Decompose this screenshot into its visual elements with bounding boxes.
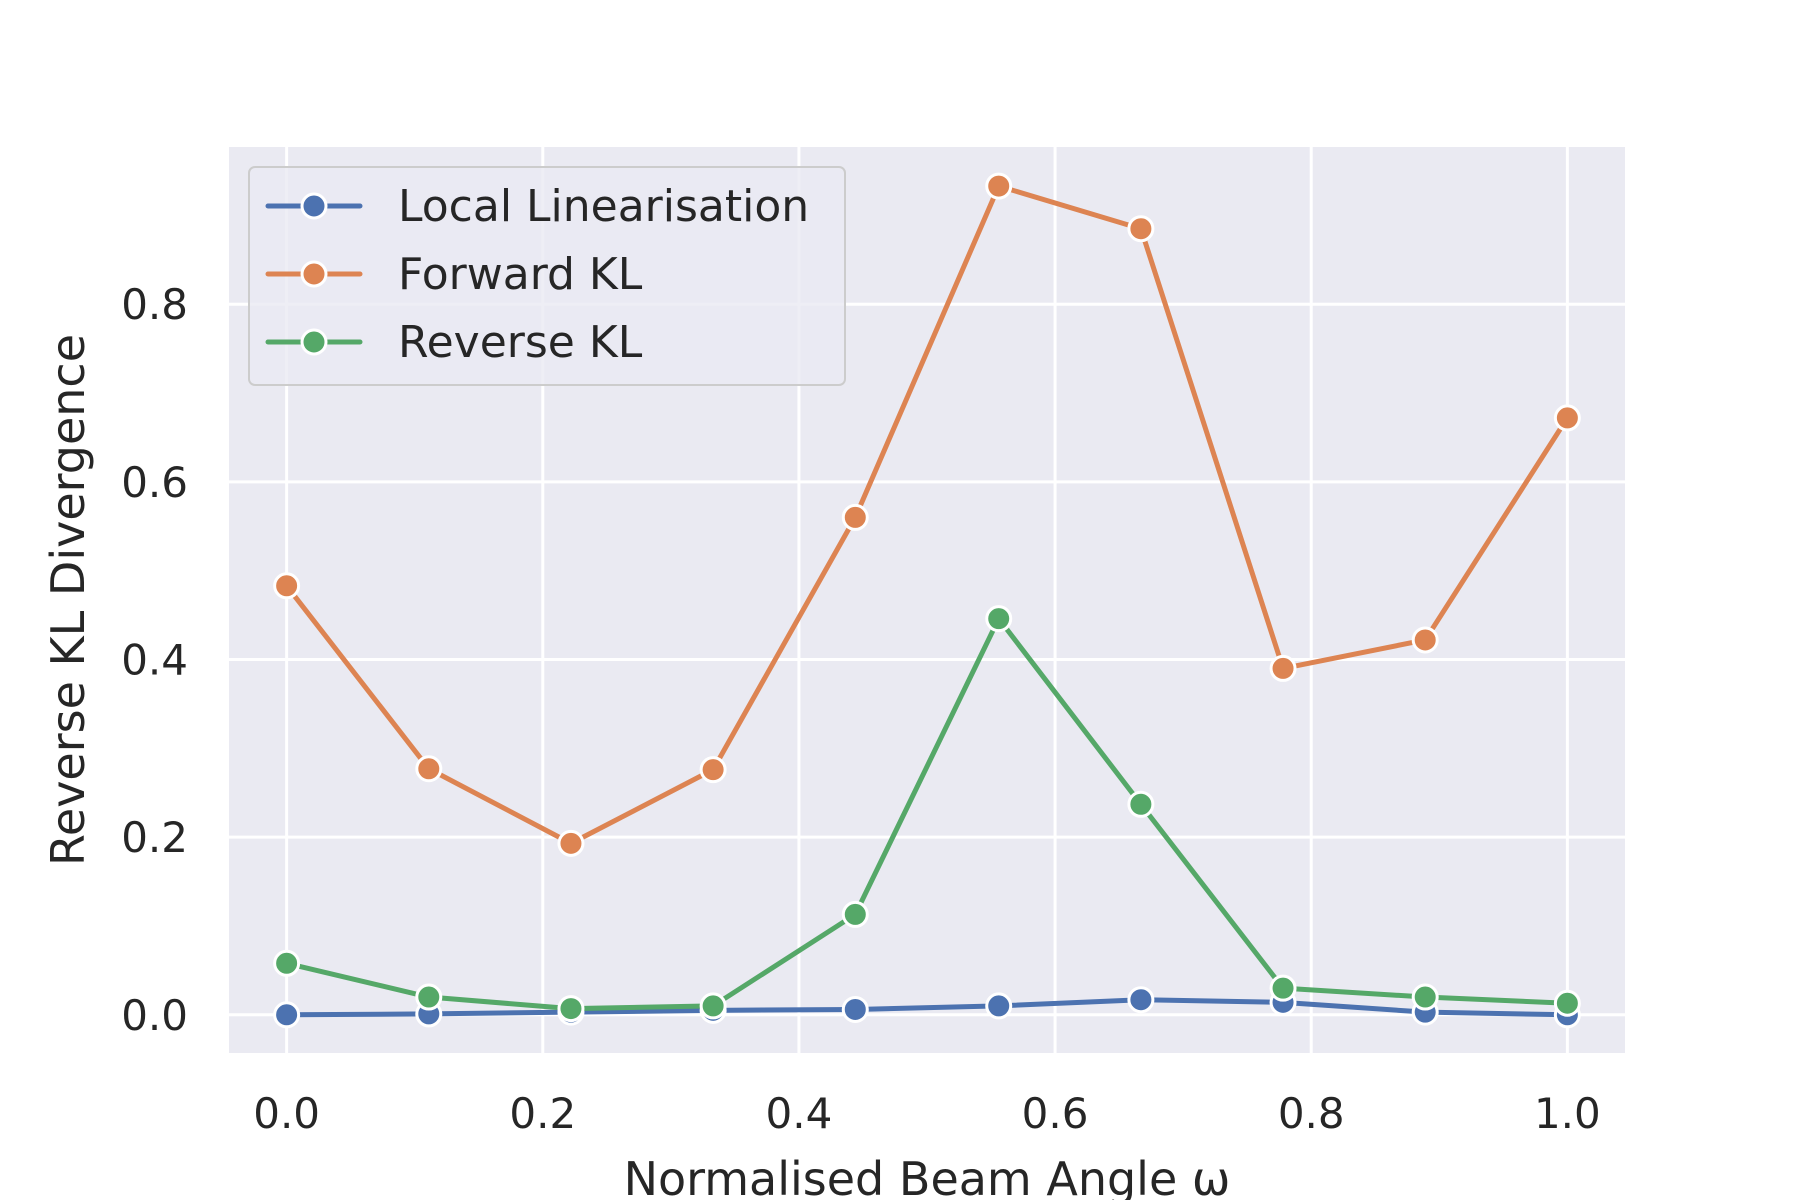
series-forward-kl [273,172,1581,857]
legend-marker [300,328,328,356]
forward-kl-point [699,756,727,784]
reverse-kl-point [985,605,1013,633]
x-axis-label: Normalised Beam Angle ω [624,1152,1231,1200]
x-tick-label: 0.4 [766,1089,833,1138]
x-tick-label: 0.0 [253,1089,320,1138]
x-tick-label: 0.2 [509,1089,576,1138]
local-linearisation-line [284,997,1570,1018]
tick-labels: 0.0 0.2 0.4 0.6 0.8 1.0 0.0 0.2 0.4 0.6 0.8 [121,280,1601,1138]
legend-box [248,166,846,386]
local-linearisation-point [841,995,869,1023]
legend-marker [300,260,328,288]
legend-item-local-linearisation: Local Linearisation [265,181,809,232]
y-tick-label: 0.8 [121,280,188,329]
reverse-kl-point [699,992,727,1020]
forward-kl-point [557,829,585,857]
y-tick-label: 0.0 [121,991,188,1040]
x-tick-label: 0.8 [1278,1089,1345,1138]
forward-kl-point [1553,404,1581,432]
legend: Local Linearisation Forward KL Reverse KL [248,166,846,386]
forward-kl-point [1269,654,1297,682]
reverse-kl-point [1127,790,1155,818]
reverse-kl-point [1553,989,1581,1017]
x-tick-label: 0.6 [1022,1089,1089,1138]
reverse-kl-point [557,995,585,1023]
y-tick-label: 0.6 [121,458,188,507]
x-tick-label: 1.0 [1534,1089,1601,1138]
forward-kl-point [273,572,301,600]
y-axis-label: Reverse KL Divergence [41,334,95,866]
forward-kl-point [985,172,1013,200]
legend-label: Local Linearisation [398,181,809,232]
forward-kl-point [1127,215,1155,243]
local-linearisation-point [273,1001,301,1029]
series-reverse-kl [273,605,1581,1023]
local-linearisation-point [1127,986,1155,1014]
forward-kl-line [284,183,1570,846]
reverse-kl-point [273,949,301,977]
legend-marker [300,192,328,220]
forward-kl-point [1411,626,1439,654]
reverse-kl-point [415,983,443,1011]
reverse-kl-point [1411,983,1439,1011]
series-lines [273,172,1581,1029]
forward-kl-point [415,755,443,783]
y-tick-label: 0.2 [121,813,188,862]
reverse-kl-point [1269,974,1297,1002]
legend-label: Forward KL [398,249,643,300]
local-linearisation-point [985,992,1013,1020]
y-tick-label: 0.4 [121,636,188,685]
forward-kl-point [841,503,869,531]
legend-item-reverse-kl: Reverse KL [265,317,643,368]
reverse-kl-line [284,616,1570,1012]
reverse-kl-point [841,900,869,928]
legend-item-forward-kl: Forward KL [265,249,643,300]
legend-label: Reverse KL [398,317,643,368]
